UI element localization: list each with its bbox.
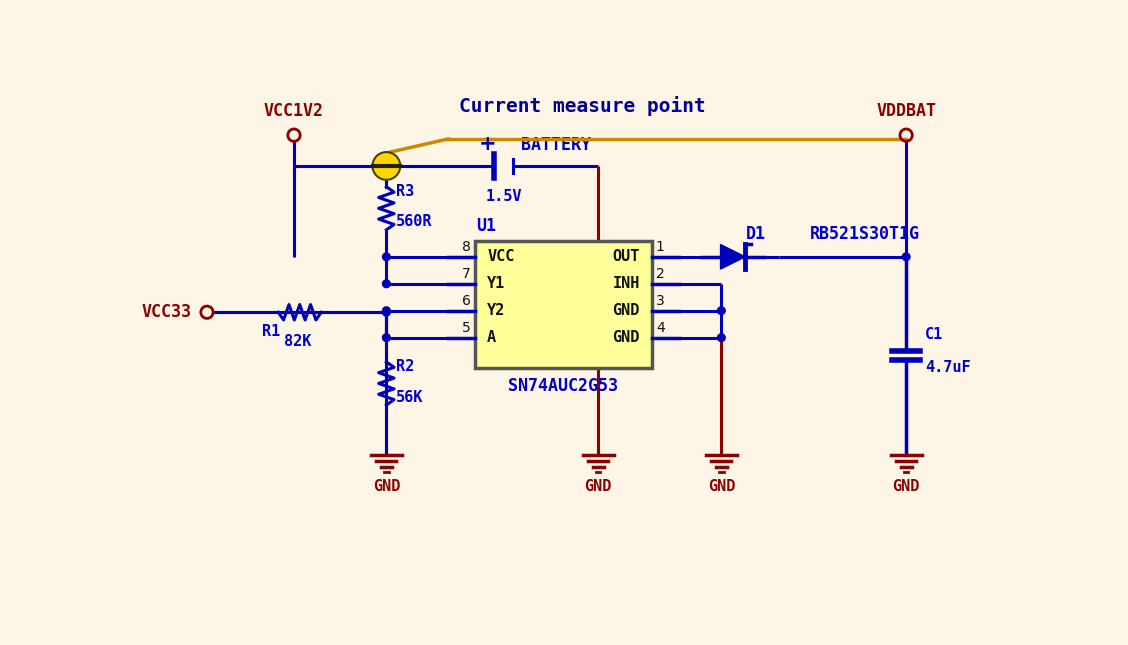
Text: R1: R1 (262, 324, 280, 339)
Text: 8: 8 (462, 240, 472, 253)
Circle shape (902, 253, 910, 261)
Text: Current measure point: Current measure point (459, 96, 706, 116)
Text: 6: 6 (462, 293, 472, 308)
Text: VDDBAT: VDDBAT (876, 102, 936, 120)
Text: Y1: Y1 (487, 276, 505, 292)
Text: 1.5V: 1.5V (485, 189, 522, 204)
Text: GND: GND (372, 479, 400, 494)
Text: GND: GND (613, 303, 640, 318)
Text: D1: D1 (746, 225, 766, 243)
Polygon shape (721, 244, 746, 269)
Text: 1: 1 (655, 240, 664, 253)
Circle shape (382, 334, 390, 341)
Circle shape (382, 253, 390, 261)
Text: GND: GND (584, 479, 611, 494)
Circle shape (717, 307, 725, 315)
Circle shape (382, 280, 390, 288)
Text: 5: 5 (462, 321, 472, 335)
Text: 82K: 82K (284, 334, 311, 349)
Text: 7: 7 (462, 266, 472, 281)
Text: VCC: VCC (487, 250, 514, 264)
Text: RB521S30T1G: RB521S30T1G (810, 225, 919, 243)
Text: OUT: OUT (613, 250, 640, 264)
Text: 2: 2 (655, 266, 664, 281)
Text: GND: GND (892, 479, 919, 494)
Text: 4: 4 (655, 321, 664, 335)
Text: U1: U1 (476, 217, 496, 235)
Bar (475, 241, 652, 368)
Text: A: A (487, 330, 496, 345)
Text: VCC33: VCC33 (141, 303, 192, 321)
Text: GND: GND (707, 479, 735, 494)
Text: R3: R3 (396, 184, 414, 199)
Text: 560R: 560R (396, 214, 432, 230)
Text: R2: R2 (396, 359, 414, 374)
Circle shape (717, 334, 725, 341)
Text: SN74AUC2G53: SN74AUC2G53 (509, 377, 618, 395)
Text: 4.7uF: 4.7uF (925, 360, 971, 375)
Text: INH: INH (613, 276, 640, 292)
Text: GND: GND (613, 330, 640, 345)
Text: BATTERY: BATTERY (521, 135, 591, 154)
Circle shape (382, 308, 390, 316)
Text: 56K: 56K (396, 390, 423, 404)
Circle shape (382, 307, 390, 315)
Circle shape (372, 152, 400, 180)
Text: C1: C1 (925, 327, 944, 342)
Text: Y2: Y2 (487, 303, 505, 318)
Text: +: + (479, 134, 496, 154)
Text: 3: 3 (655, 293, 664, 308)
Text: VCC1V2: VCC1V2 (264, 102, 324, 120)
